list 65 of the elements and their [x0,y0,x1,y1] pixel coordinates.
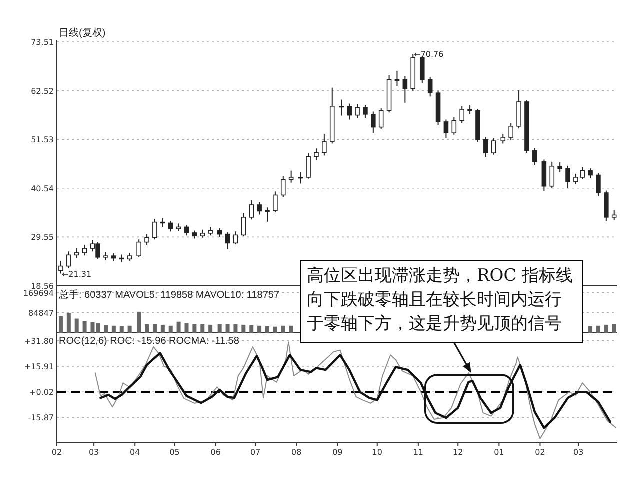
bar [160,324,165,333]
bar [273,326,278,333]
bar [265,326,270,333]
y-tick-label: 84847 [28,308,54,318]
bar [66,313,71,333]
bar [120,326,124,333]
annotation: ←21.31 [62,270,92,279]
y-tick-label: 169694 [23,288,54,298]
bar [242,324,246,333]
bar [250,325,254,333]
x-tick-label: 10 [372,448,382,457]
x-tick-label: 04 [130,448,140,457]
bar [152,324,157,333]
bar [112,326,116,333]
annotation: ←70.76 [414,50,444,60]
y-tick-label: +0.02 [29,388,54,398]
bar [588,326,593,333]
bar [281,326,286,333]
bar [200,324,205,333]
y-tick-label: 29.55 [31,233,54,242]
x-tick-label: 06 [210,448,221,457]
bar [208,324,213,333]
y-tick-label: +15.91 [24,362,54,372]
x-tick-label: 01 [494,448,504,457]
bar [289,326,294,333]
x-tick-label: 12 [453,448,464,457]
text: 日线(复权) [59,27,106,39]
x-tick-label: 11 [413,448,424,457]
y-tick-label: 51.53 [31,136,54,145]
bar [176,322,181,333]
bar [258,326,262,333]
x-tick-label: 08 [292,448,302,457]
bar [226,324,230,333]
bar [104,325,108,333]
line-series [100,352,612,430]
bar [82,321,87,333]
annotation: 总手: 60337 MAVOL5: 119858 MAVOL10: 118757 [58,289,280,301]
x-tick-label: 07 [250,448,261,457]
bar [218,324,222,333]
y-tick-label: 18.56 [31,282,54,291]
bar [612,324,616,333]
bar [145,324,150,333]
annotation: ROC(12,6) ROC: -15.96 ROCMA: -11.58 [59,336,240,347]
x-tick-label: 09 [332,448,343,457]
bar [192,324,197,333]
bar [128,326,132,333]
bar [184,324,189,333]
bar [74,318,79,333]
x-tick-label: 05 [170,448,180,457]
y-tick-label: 40.54 [31,184,54,194]
bar [596,326,600,333]
x-tick-label: 03 [574,448,584,457]
y-tick-label: 62.52 [31,86,54,96]
bar [234,324,238,333]
x-tick-label: 03 [88,448,100,457]
annotation: 高位区出现滞涨走势，ROC 指标线向下跌破零轴且在较长时间内运行于零轴下方，这是升势见顶的信号 [300,260,583,343]
bar [168,326,173,333]
x-tick-label: 02 [535,448,546,457]
y-tick-label: +31.80 [24,336,54,346]
bar [58,316,63,333]
bar [604,324,608,333]
y-tick-label: -15.87 [28,414,54,423]
y-tick-label: 73.51 [31,38,54,47]
bar [137,312,142,333]
x-tick-label: 02 [52,448,62,457]
